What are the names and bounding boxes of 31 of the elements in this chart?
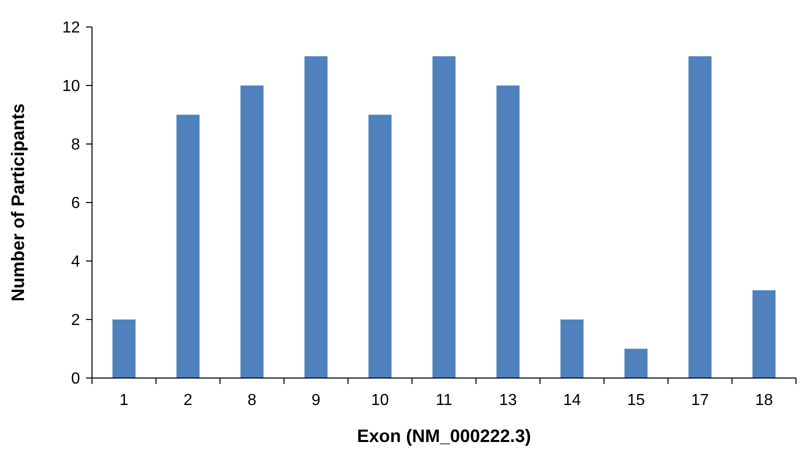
bar [112,320,136,378]
x-tick-label: 14 [563,392,581,409]
x-tick-label: 8 [248,392,257,409]
x-tick-label: 1 [120,392,129,409]
y-tick-label: 8 [71,136,80,154]
bar [496,86,520,378]
bar [368,114,392,378]
y-axis-title: Number of Participants [8,103,28,302]
bar [560,320,584,378]
y-tick-label: 12 [62,20,80,37]
x-tick-label: 9 [312,392,321,409]
x-tick-label: 15 [627,392,645,409]
x-tick-label: 13 [499,392,517,409]
y-tick-label: 10 [62,78,80,96]
x-tick-label: 2 [184,392,193,409]
x-tick-label: 17 [691,392,709,409]
y-tick-label: 2 [71,312,80,330]
bar [624,348,648,378]
bar [752,290,776,378]
x-tick-label: 18 [755,392,773,409]
bar [432,56,456,378]
y-tick-label: 6 [71,195,80,212]
x-axis-title: Exon (NM_000222.3) [356,426,532,446]
y-tick-label: 0 [71,370,80,388]
bar [240,86,264,378]
bar [688,56,712,378]
bar [176,114,200,378]
y-tick-label: 4 [71,254,80,271]
x-tick-label: 11 [436,392,452,409]
bar [304,56,328,378]
x-tick-label: 10 [371,392,389,409]
